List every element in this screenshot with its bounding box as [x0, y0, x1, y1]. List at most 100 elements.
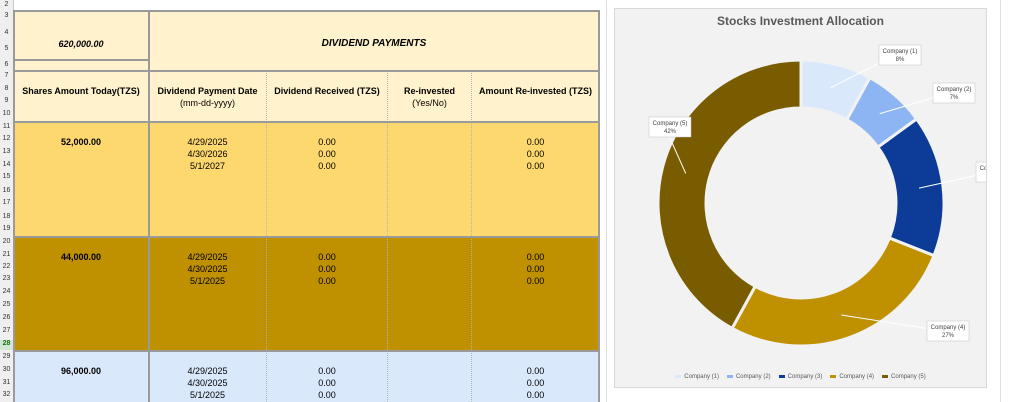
- row-number[interactable]: 23: [2, 275, 11, 282]
- data-label-1: Company (1) 8%: [878, 44, 922, 66]
- legend-swatch: [726, 375, 733, 378]
- row-number[interactable]: 21: [2, 251, 11, 258]
- received-3-3[interactable]: 0.00: [318, 390, 336, 400]
- row-number[interactable]: 25: [2, 301, 11, 308]
- row-number[interactable]: 32: [2, 391, 11, 398]
- row-number[interactable]: 11: [2, 123, 11, 130]
- row-number[interactable]: 2: [4, 1, 9, 8]
- received-1-1[interactable]: 0.00: [318, 137, 336, 147]
- legend-label: Company (4): [839, 373, 875, 380]
- row-number[interactable]: 8: [4, 85, 9, 92]
- chart-container[interactable]: Stocks Investment Allocation Company (1)…: [614, 8, 987, 388]
- shares-amount-2[interactable]: 44,000.00: [60, 252, 102, 262]
- grid-line-header: [13, 70, 600, 72]
- received-2-2[interactable]: 0.00: [318, 264, 336, 274]
- row-number[interactable]: 14: [2, 161, 11, 168]
- legend-swatch: [882, 375, 889, 378]
- row-number[interactable]: 5: [4, 45, 9, 52]
- grid-line-block2: [13, 236, 600, 238]
- row-number[interactable]: 13: [2, 148, 11, 155]
- reinvested-amt-1-1[interactable]: 0.00: [526, 137, 545, 147]
- donut-chart[interactable]: Company (1) 8% Company (2) 7% Company (3)16%…: [615, 9, 986, 387]
- row-number[interactable]: 24: [2, 288, 11, 295]
- row-number[interactable]: 16: [2, 187, 11, 194]
- received-2-3[interactable]: 0.00: [318, 276, 336, 286]
- row-number[interactable]: 28: [0, 340, 13, 350]
- row-number[interactable]: 22: [2, 263, 11, 270]
- chart-title: Stocks Investment Allocation: [717, 14, 884, 28]
- row-number[interactable]: 18: [2, 213, 11, 220]
- total-amount-cell[interactable]: [14, 11, 148, 60]
- row-number[interactable]: 4: [4, 29, 9, 36]
- donut-slice-5[interactable]: [656, 58, 803, 331]
- data-label-percent: 7%: [950, 95, 959, 101]
- dividend-payments-title: DIVIDEND PAYMENTS: [321, 38, 427, 49]
- data-label-5: Company (5) 42%: [648, 116, 692, 138]
- legend-item-5[interactable]: Company (5): [882, 373, 926, 381]
- row-number[interactable]: 9: [4, 97, 9, 104]
- shares-amount-1[interactable]: 52,000.00: [60, 137, 102, 147]
- donut-slice-3[interactable]: [875, 116, 946, 258]
- dividend-payments-header-cell[interactable]: [149, 11, 599, 71]
- row-header-column: 2 3 4 5 6 7 8 9 10 11 12 13 14 15 16 17 18 19 20 21 22 23 24 25…: [0, 0, 14, 402]
- payment-date-3-3[interactable]: 5/1/2025: [189, 390, 226, 400]
- received-1-3[interactable]: 0.00: [318, 161, 336, 171]
- payment-date-3-1[interactable]: 4/29/2025: [187, 366, 228, 376]
- col-header-received[interactable]: Dividend Received (TZS): [274, 86, 380, 96]
- row-number[interactable]: 20: [2, 238, 11, 245]
- donut-slice-4[interactable]: [730, 236, 936, 348]
- row-number[interactable]: 6: [4, 61, 9, 68]
- row-number[interactable]: 26: [2, 314, 11, 321]
- payment-date-1-3[interactable]: 5/1/2027: [189, 161, 226, 171]
- row-number[interactable]: 29: [2, 353, 11, 360]
- row-number[interactable]: 12: [2, 135, 11, 142]
- payment-date-2-3[interactable]: 5/1/2025: [189, 276, 226, 286]
- reinvested-amt-1-2[interactable]: 0.00: [526, 149, 545, 159]
- legend-label: Company (1): [684, 373, 719, 380]
- reinvested-amt-3-1[interactable]: 0.00: [526, 366, 545, 376]
- data-label-percent: 8%: [896, 57, 905, 63]
- payment-date-2-1[interactable]: 4/29/2025: [187, 252, 228, 262]
- reinvested-amt-2-2[interactable]: 0.00: [526, 264, 545, 274]
- row-number[interactable]: 30: [2, 366, 11, 373]
- received-1-2[interactable]: 0.00: [318, 149, 336, 159]
- payment-date-2-2[interactable]: 4/30/2025: [187, 264, 228, 274]
- received-3-2[interactable]: 0.00: [318, 378, 336, 388]
- received-3-1[interactable]: 0.00: [318, 366, 336, 376]
- col-header-amount-reinvested[interactable]: Amount Re-invested (TZS): [478, 86, 592, 96]
- payment-date-3-2[interactable]: 4/30/2025: [187, 378, 228, 388]
- reinvested-amt-3-2[interactable]: 0.00: [526, 378, 545, 388]
- legend-item-1[interactable]: Company (1): [675, 373, 719, 381]
- legend-swatch: [778, 375, 785, 378]
- row-number[interactable]: 3: [4, 12, 9, 19]
- row-number[interactable]: 31: [2, 379, 11, 386]
- legend-item-3[interactable]: Company (3): [778, 373, 822, 381]
- legend-item-2[interactable]: Company (2): [726, 373, 771, 381]
- column-header-row: [14, 71, 599, 121]
- col-header-payment-date-sub: (mm-dd-yyyy): [180, 98, 235, 108]
- received-2-1[interactable]: 0.00: [318, 252, 336, 262]
- row-number[interactable]: 7: [4, 72, 9, 79]
- col-header-shares[interactable]: Shares Amount Today(TZS): [22, 86, 140, 96]
- col-header-reinvested[interactable]: Re-invested: [403, 86, 456, 96]
- reinvested-amt-1-3[interactable]: 0.00: [526, 161, 545, 171]
- row-number[interactable]: 19: [2, 225, 11, 232]
- grid-thick-left: [13, 10, 15, 402]
- row-number[interactable]: 10: [2, 110, 11, 117]
- payment-date-1-1[interactable]: 4/29/2025: [187, 137, 228, 147]
- payment-date-1-2[interactable]: 4/30/2026: [187, 149, 228, 159]
- shares-amount-3[interactable]: 96,000.00: [60, 366, 102, 376]
- reinvested-amt-2-3[interactable]: 0.00: [526, 276, 545, 286]
- reinvested-amt-2-1[interactable]: 0.00: [526, 252, 545, 262]
- legend-label: Company (5): [891, 373, 926, 380]
- legend-swatch: [675, 375, 682, 378]
- legend-item-4[interactable]: Company (4): [830, 373, 874, 381]
- row-number[interactable]: 27: [2, 327, 11, 334]
- data-label-box: [648, 116, 692, 138]
- col-header-payment-date[interactable]: Dividend Payment Date: [157, 86, 258, 96]
- reinvested-amt-3-3[interactable]: 0.00: [526, 390, 545, 400]
- sheet-grid-v1: [606, 0, 607, 402]
- data-label-category: Company (2): [937, 87, 972, 93]
- row-number[interactable]: 15: [2, 173, 11, 180]
- row-number[interactable]: 17: [2, 199, 11, 206]
